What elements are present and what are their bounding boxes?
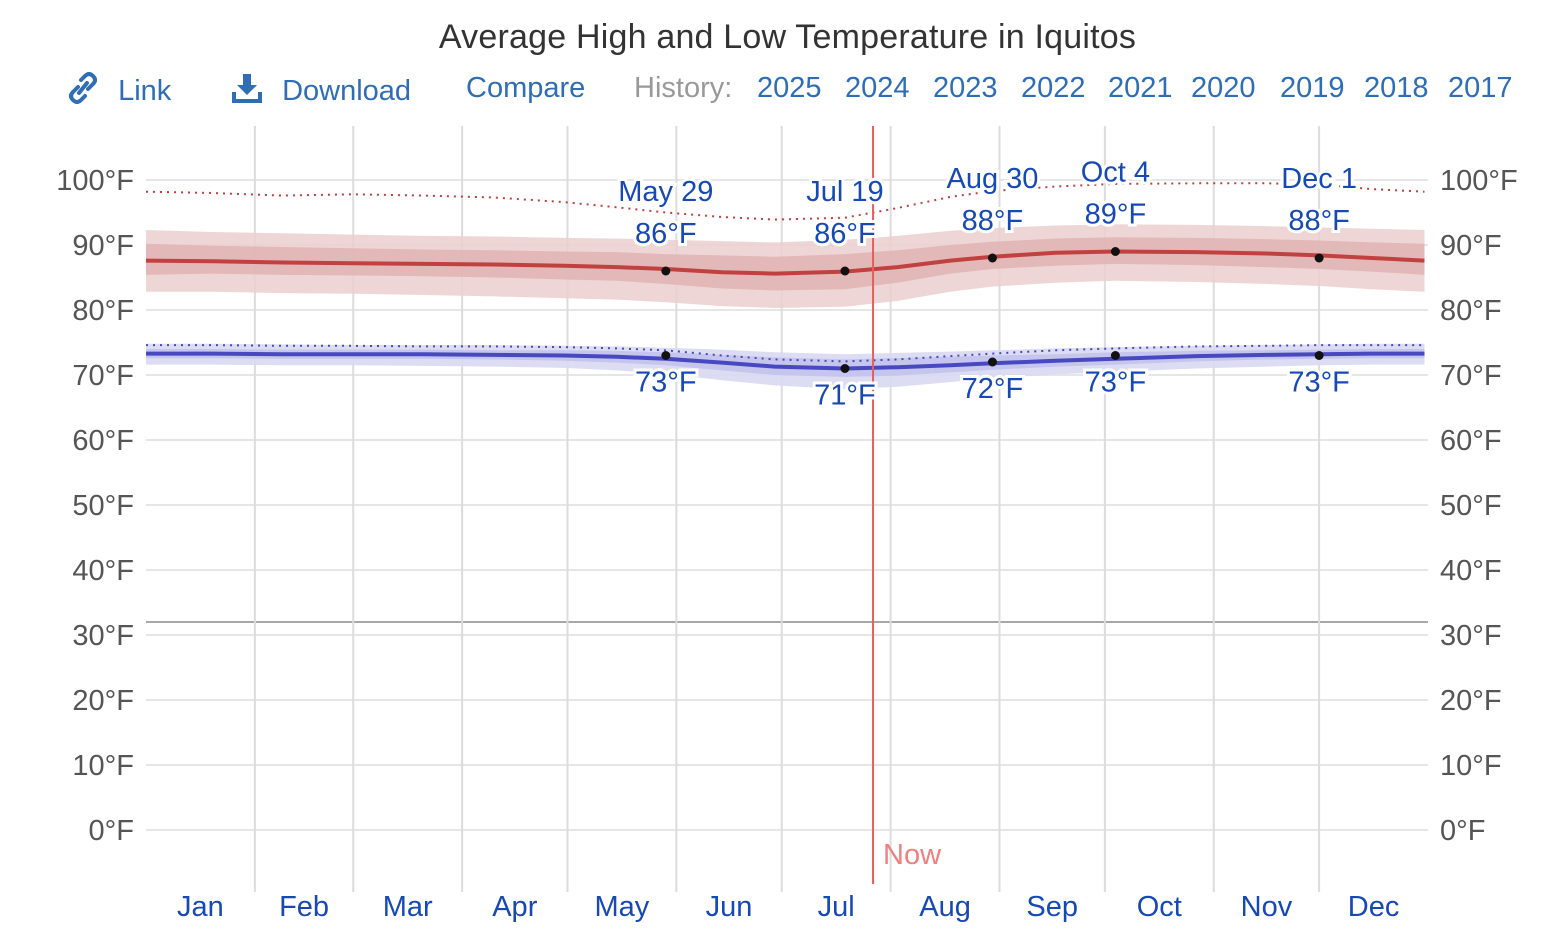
x-tick-may: May [595,891,650,923]
high-point-3 [1110,247,1120,256]
y-tick-right-90: 90°F [1440,230,1502,262]
x-tick-sep: Sep [1026,891,1078,923]
high-point-4 [1314,253,1324,263]
annotations: May 29 86°F 73°F Jul 19 86°F 71°F Aug 30 88°F 72… [615,154,1360,415]
x-tick-aug: Aug [919,891,971,923]
x-axis: Jan Feb Mar Apr May Jun Jul Aug Sep Oct Nov Dec [177,891,1399,923]
x-tick-jun: Jun [706,891,753,923]
history-year-2025[interactable]: 2025 [757,72,822,104]
y-tick-right-50: 50°F [1440,490,1502,522]
history-year-2023[interactable]: 2023 [933,72,998,104]
y-tick-left-90: 90°F [72,230,134,262]
x-tick-dec: Dec [1348,891,1400,923]
download-icon [232,74,262,103]
high-record-line [145,182,1425,221]
annotation-high-1: 86°F [814,218,876,250]
low-point-0 [661,351,671,360]
average-lines [145,249,1425,371]
low-point-1 [840,364,850,373]
y-tick-left-50: 50°F [72,490,134,522]
high-point-1 [840,266,850,276]
y-tick-right-100: 100°F [1440,165,1518,197]
x-tick-feb: Feb [279,891,329,923]
y-tick-right-80: 80°F [1440,295,1502,327]
low-line [146,351,1425,371]
annotation-high-2: 88°F [962,205,1024,237]
y-tick-left-80: 80°F [72,295,134,327]
x-tick-jan: Jan [177,891,224,923]
x-tick-apr: Apr [492,891,537,923]
x-tick-jul: Jul [818,891,855,923]
y-tick-left-70: 70°F [72,360,134,392]
y-tick-left-100: 100°F [56,165,134,197]
y-tick-left-20: 20°F [72,685,134,717]
x-tick-mar: Mar [383,891,433,923]
now-marker: Now [872,126,942,884]
annotation-high-4: 88°F [1288,205,1350,237]
history-year-2018[interactable]: 2018 [1364,72,1429,104]
annotation-high-3: 89°F [1085,199,1147,231]
y-tick-left-0: 0°F [89,815,134,847]
high-point-0 [661,266,671,276]
annotation-low-3: 73°F [1085,367,1147,399]
y-tick-right-30: 30°F [1440,620,1502,652]
now-label: Now [883,839,942,871]
annotation-low-0: 73°F [635,367,697,399]
high-line [145,249,1425,276]
history-year-2017[interactable]: 2017 [1448,72,1513,104]
link-icon [69,72,97,104]
annotation-date-2: Aug 30 [947,163,1039,195]
download-label: Download [282,75,412,107]
y-tick-right-60: 60°F [1440,425,1502,457]
y-tick-left-10: 10°F [72,750,134,782]
compare-link[interactable]: Compare [466,72,586,104]
annotation-date-0: May 29 [618,176,713,208]
link-button[interactable]: Link [68,72,171,108]
history-year-2021[interactable]: 2021 [1108,72,1173,104]
y-tick-left-30: 30°F [72,620,134,652]
record-lines [145,182,1425,363]
low-point-3 [1110,351,1120,360]
x-tick-oct: Oct [1137,891,1182,923]
annotation-date-4: Dec 1 [1281,163,1357,195]
y-tick-right-10: 10°F [1440,750,1502,782]
percentile-bands [146,224,1425,390]
high-point-2 [987,253,997,263]
y-tick-right-0: 0°F [1440,815,1485,847]
low-record-line [146,344,1425,363]
annotation-low-2: 72°F [962,373,1024,405]
history-label: History: [634,72,733,104]
x-tick-nov: Nov [1241,891,1293,923]
y-tick-left-60: 60°F [72,425,134,457]
low-point-4 [1314,351,1324,360]
annotation-high-0: 86°F [635,218,697,250]
y-axis: 0°F 0°F 10°F 10°F 20°F 20°F 30°F 30°F 40°F 40°F 50… [56,165,1517,847]
annotation-low-4: 73°F [1288,367,1350,399]
link-label: Link [118,75,172,107]
y-tick-right-70: 70°F [1440,360,1502,392]
annotation-date-1: Jul 19 [806,176,883,208]
annotation-date-3: Oct 4 [1081,157,1150,189]
y-tick-right-20: 20°F [1440,685,1502,717]
history-year-2022[interactable]: 2022 [1021,72,1086,104]
history-year-2020[interactable]: 2020 [1191,72,1256,104]
y-tick-left-40: 40°F [72,555,134,587]
low-point-2 [987,357,997,367]
history-year-2019[interactable]: 2019 [1280,72,1345,104]
annotation-low-1: 71°F [814,380,876,412]
chart-title: Average High and Low Temperature in Iqui… [438,18,1137,56]
chart-toolbar: Link Download Compare History: 2025 2024 2… [0,66,1560,114]
history-year-2024[interactable]: 2024 [845,72,910,104]
y-tick-right-40: 40°F [1440,555,1502,587]
download-button[interactable]: Download [232,72,411,108]
